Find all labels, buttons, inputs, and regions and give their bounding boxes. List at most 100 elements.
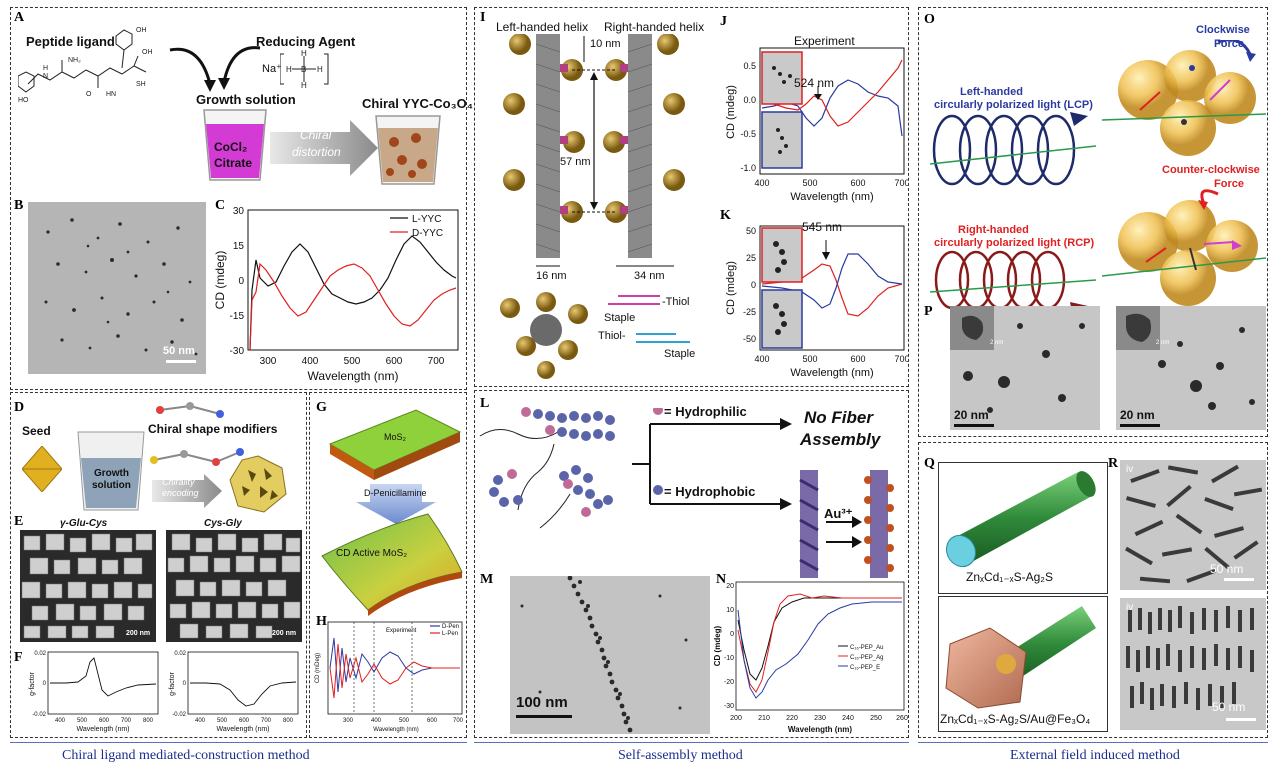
i-dim-10nm: 10 nm (590, 38, 621, 50)
label-p: P (924, 304, 933, 319)
product-label: Chiral YYC-Co₃O₄ (362, 96, 473, 111)
branch-arrows-l (632, 408, 792, 510)
cd-chart-c: 30 15 0 -15 -30 300 400 500 600 700 Wave… (213, 206, 459, 383)
c-legend-dyyc: D-YYC (412, 228, 443, 239)
svg-text:H: H (301, 50, 307, 58)
c-xtick-300: 300 (260, 356, 277, 367)
i-staple-2: Staple (664, 348, 696, 360)
svg-text:500: 500 (217, 718, 228, 724)
c-ytick-m30: -30 (230, 346, 245, 357)
q-bottom-label: ZnₓCd₁₋ₓS-Ag₂S/Au@Fe₃O₄ (940, 712, 1091, 726)
svg-text:-1.0: -1.0 (740, 163, 756, 173)
nanoparticle-cluster-top (1101, 40, 1266, 156)
scale-text-b: 50 nm (163, 345, 195, 357)
penicillamine-label: D-Penicillamine (364, 488, 427, 498)
cd-chart-n: 20 10 0 -10 -20 -30 200 210 220 230 240 250 260 Wav… (713, 581, 908, 734)
r-scalebar-bottom (1226, 718, 1256, 721)
nanorod-top (946, 471, 1096, 568)
i-thiol-1: -Thiol (662, 296, 690, 308)
penicillamine-arrow (356, 484, 436, 524)
svg-text:500: 500 (399, 718, 410, 724)
svg-text:10: 10 (726, 607, 734, 614)
label-f: F (14, 650, 23, 665)
growth-beaker-d (77, 431, 145, 511)
footer-external-field: External field induced method (1010, 748, 1180, 763)
svg-text:210: 210 (758, 715, 770, 722)
svg-text:C₁₆-PEP_Au: C₁₆-PEP_Au (850, 645, 883, 651)
svg-text:-20: -20 (724, 679, 734, 686)
mos2-sheet-top (328, 409, 462, 480)
c-ytick-m15: -15 (230, 311, 245, 322)
r-roman-bottom: iv (1126, 602, 1134, 613)
curved-arrows-a (169, 46, 261, 92)
svg-text:230: 230 (814, 715, 826, 722)
c-series-lyyc (249, 235, 457, 351)
seed-octahedron (22, 446, 62, 492)
growth-text-d2: solution (92, 480, 131, 491)
au3-label: Au³⁺ (824, 506, 853, 521)
svg-text:N: N (43, 73, 48, 80)
cd-active-mos2-label: CD Active MoS₂ (336, 548, 408, 559)
scale-text-m: 100 nm (516, 694, 568, 711)
footer-underline-right (918, 742, 1268, 743)
svg-text:300: 300 (343, 718, 354, 724)
svg-text:500: 500 (802, 178, 817, 188)
svg-text:O: O (86, 91, 92, 98)
svg-text:500: 500 (77, 718, 88, 724)
svg-text:D-Pen: D-Pen (442, 624, 459, 630)
svg-text:-50: -50 (743, 334, 756, 344)
left-helix-label: Left-handed helix (496, 20, 589, 34)
r-scalebar-top (1224, 578, 1254, 581)
svg-text:250: 250 (870, 715, 882, 722)
scale-text-p-left: 20 nm (954, 408, 989, 422)
svg-text:600: 600 (850, 354, 865, 364)
c-xtick-500: 500 (344, 356, 361, 367)
svg-text:H: H (317, 65, 323, 74)
q-top-label: ZnₓCd₁₋ₓS-Ag₂S (966, 570, 1053, 584)
svg-text:Wavelength (nm): Wavelength (nm) (216, 726, 269, 733)
svg-text:Wavelength (nm): Wavelength (nm) (790, 367, 873, 379)
svg-text:Wavelength (nm): Wavelength (nm) (76, 726, 129, 733)
c-xtick-400: 400 (302, 356, 319, 367)
p-inset-scale-left: 2 nm (990, 340, 1004, 346)
tem-image-p-left (950, 306, 1100, 430)
svg-text:400: 400 (754, 354, 769, 364)
reducing-agent-label: Reducing Agent (256, 34, 356, 49)
svg-text:OH: OH (142, 49, 153, 56)
svg-text:220: 220 (786, 715, 798, 722)
label-d: D (14, 400, 25, 415)
tem-image-b (28, 202, 206, 374)
label-g: G (316, 400, 327, 415)
svg-text:0: 0 (43, 681, 47, 687)
region-panel-q-r (918, 442, 1268, 738)
region-panel-g-h (309, 392, 467, 738)
mos2-label: MoS₂ (384, 432, 406, 442)
svg-text:CD (mDeg): CD (mDeg) (315, 653, 321, 683)
svg-text:C₁₆-PEP_E: C₁₆-PEP_E (850, 665, 880, 671)
label-b: B (14, 198, 24, 213)
svg-text:400: 400 (55, 718, 66, 724)
label-j: J (720, 14, 727, 29)
i-dim-16nm: 16 nm (536, 270, 567, 282)
svg-text:240: 240 (842, 715, 854, 722)
svg-text:600: 600 (99, 718, 110, 724)
svg-text:600: 600 (850, 178, 865, 188)
label-n: N (716, 572, 727, 587)
ccw-label-1: Counter-clockwise (1162, 164, 1260, 176)
encoding-text: encoding (162, 488, 199, 498)
label-l: L (480, 396, 490, 411)
growth-solution-label: Growth solution (196, 92, 296, 107)
j-title: Experiment (794, 34, 855, 48)
beaker-product (375, 115, 441, 185)
svg-text:800: 800 (143, 718, 154, 724)
ccw-label-2: Force (1214, 178, 1244, 190)
chiral-text: Chiral (300, 128, 332, 142)
label-a: A (14, 10, 25, 25)
peptide-ligand-label: Peptide ligand (26, 34, 115, 49)
footer-underline-middle (474, 742, 909, 743)
p-inset-scale-right: 2 nm (1156, 340, 1170, 346)
svg-text:HN: HN (106, 91, 116, 98)
svg-text:700: 700 (894, 178, 908, 188)
g-factor-chart-left: 0.02 0 -0.02 400 500 600 700 800 Wavelength (n… (29, 651, 159, 733)
svg-text:600: 600 (239, 718, 250, 724)
